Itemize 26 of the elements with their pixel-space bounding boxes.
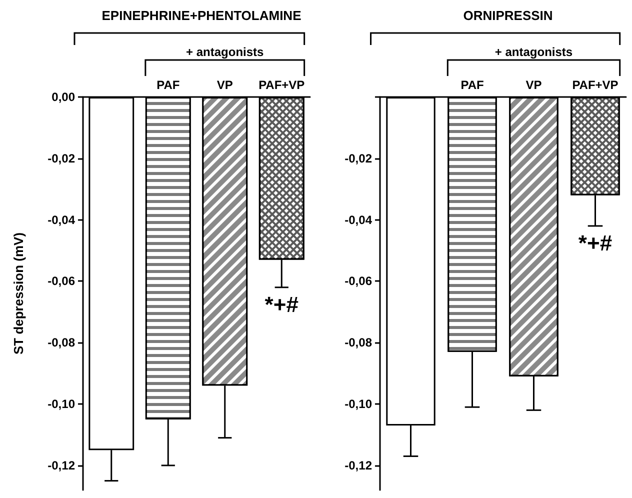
y-tick-label: 0,00	[52, 90, 76, 104]
y-tick-label: -0,04	[48, 212, 76, 227]
annotation: *+#	[264, 292, 298, 317]
y-tick-label: -0,04	[344, 212, 372, 227]
text: + antagonists	[494, 45, 573, 59]
chart-title: EPINEPHRINE+PHENTOLAMINE	[102, 8, 302, 23]
y-tick-label: -0,06	[344, 274, 372, 288]
y-tick-label: -0,12	[48, 458, 76, 472]
chart-title: ORNIPRESSIN	[463, 8, 553, 23]
x-tick-label: PAF+VP	[258, 78, 305, 92]
x-tick-label: VP	[526, 78, 542, 92]
y-tick-label: -0,06	[48, 274, 76, 288]
text: + antagonists	[186, 45, 264, 59]
annotation: *+#	[578, 230, 612, 256]
y-tick-label: -0,08	[48, 336, 76, 350]
y-tick-label: -0,02	[48, 151, 76, 166]
y-tick-label: -0,02	[344, 151, 372, 166]
x-tick-label: PAF	[460, 78, 484, 92]
x-tick-label: VP	[216, 78, 233, 92]
x-tick-label: PAF+VP	[572, 78, 618, 92]
y-tick-label: -0,10	[48, 397, 76, 412]
y-axis-title: ST depression (mV)	[11, 232, 26, 355]
x-tick-label: PAF	[156, 78, 180, 92]
y-tick-label: -0,12	[344, 458, 372, 472]
y-tick-label: -0,08	[344, 336, 372, 350]
y-tick-label: -0,10	[344, 397, 372, 412]
